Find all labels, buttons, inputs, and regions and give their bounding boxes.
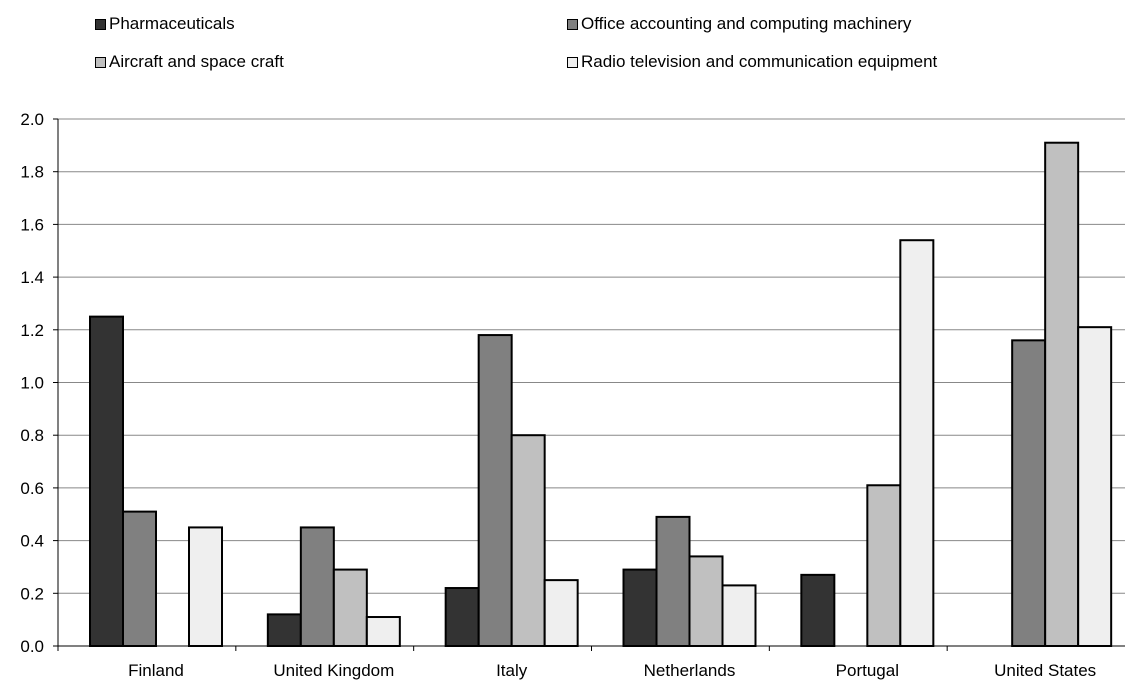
y-tick-label: 1.6	[20, 215, 44, 234]
bar-portugal-series-0	[800, 573, 836, 647]
bar-finland-series-0	[89, 315, 124, 647]
bar-portugal-series-3	[899, 239, 935, 648]
y-tick-label: 1.0	[20, 374, 44, 393]
bar-italy-series-3	[543, 579, 579, 647]
x-tick-label: Portugal	[836, 661, 899, 680]
bar-netherlands-series-1	[655, 515, 691, 648]
bar-netherlands-series-2	[688, 555, 724, 647]
legend-item-office-machinery[interactable]: Office accounting and computing machiner…	[567, 14, 911, 34]
x-tick-label: United States	[994, 661, 1096, 680]
bar-finland-series-3	[188, 526, 223, 647]
bar-netherlands-series-3	[721, 584, 757, 648]
bar-portugal-series-2	[866, 484, 902, 648]
legend-swatch-aircraft	[95, 56, 106, 68]
x-tick-labels: Finland United Kingdom Italy Netherlands Por…	[128, 661, 1096, 680]
bar-italy-series-0	[444, 587, 480, 648]
bar-united-kingdom-series-3	[365, 616, 401, 648]
x-tick-label: Italy	[496, 661, 528, 680]
legend-item-pharmaceuticals[interactable]: Pharmaceuticals	[95, 14, 235, 34]
legend-swatch-pharmaceuticals	[95, 18, 106, 30]
legend-label-radio-tv: Radio television and communication equip…	[581, 52, 938, 71]
x-tick-label: Netherlands	[644, 661, 736, 680]
y-tick-label: 0.8	[20, 426, 44, 445]
bar-united-kingdom-series-0	[266, 613, 302, 648]
y-tick-label: 0.2	[20, 584, 44, 603]
legend-item-aircraft[interactable]: Aircraft and space craft	[95, 52, 284, 72]
bar-united-kingdom-series-1	[299, 526, 335, 647]
legend-label-pharmaceuticals: Pharmaceuticals	[109, 14, 235, 33]
y-tick-label: 1.8	[20, 163, 44, 182]
x-tick-label: Finland	[128, 661, 184, 680]
y-tick-label: 1.2	[20, 321, 44, 340]
bar-united-states-series-1	[1011, 339, 1047, 647]
bar-netherlands-series-0	[622, 568, 658, 648]
bar-italy-series-2	[510, 434, 546, 648]
legend-swatch-office-machinery	[567, 18, 578, 30]
y-tick-label: 2.0	[20, 110, 44, 129]
legend-label-office-machinery: Office accounting and computing machiner…	[581, 14, 912, 33]
bar-finland-series-1	[122, 510, 157, 647]
bar-united-kingdom-series-2	[332, 568, 368, 648]
y-tick-label: 0.0	[20, 637, 44, 656]
y-tick-label: 0.4	[20, 532, 44, 551]
legend-item-radio-tv[interactable]: Radio television and communication equip…	[567, 52, 937, 72]
gridlines	[58, 118, 1125, 594]
axes	[53, 118, 1125, 651]
y-tick-labels: 0.0 0.2 0.4 0.6 0.8 1.0 1.2 1.4 1.6 1.8 2.0	[20, 110, 44, 656]
y-tick-label: 1.4	[20, 268, 44, 287]
legend-label-aircraft: Aircraft and space craft	[109, 52, 284, 71]
bar-italy-series-1	[477, 334, 513, 647]
x-tick-label: United Kingdom	[273, 661, 394, 680]
legend-swatch-radio-tv	[567, 56, 578, 68]
bar-united-states-series-3	[1077, 326, 1113, 647]
bar-united-states-series-2	[1044, 141, 1080, 647]
bars	[89, 141, 1113, 648]
y-tick-label: 0.6	[20, 479, 44, 498]
